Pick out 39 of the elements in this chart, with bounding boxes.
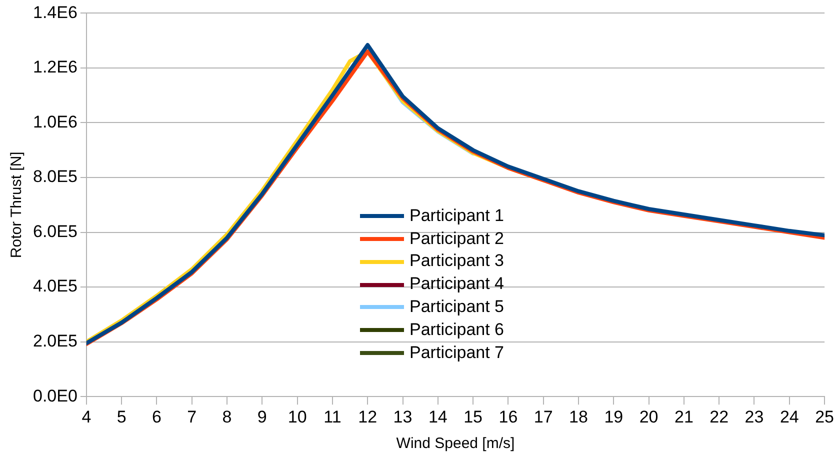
x-tick-label: 22 — [710, 407, 729, 426]
y-tick-label: 4.0E5 — [32, 276, 78, 296]
x-tick-label: 8 — [222, 407, 232, 426]
x-tick-label: 9 — [257, 407, 267, 426]
y-tick-label: 1.0E6 — [32, 112, 78, 132]
y-axis-title: Rotor Thrust [N] — [8, 152, 26, 258]
y-tick-label: 1.2E6 — [32, 58, 78, 77]
y-tick-label: 6.0E5 — [32, 222, 78, 241]
x-tick-label: 7 — [187, 407, 197, 426]
legend-label: Participant 6 — [410, 318, 504, 341]
x-tick-label: 19 — [604, 407, 624, 426]
legend-label: Participant 5 — [410, 296, 504, 318]
x-tick-label: 10 — [288, 407, 307, 426]
legend-label: Participant 4 — [410, 273, 504, 296]
x-tick-label: 4 — [82, 407, 92, 426]
x-tick-label: 23 — [744, 407, 764, 426]
x-tick-label: 18 — [569, 407, 588, 426]
y-tick-label: 0.0E0 — [32, 386, 78, 406]
y-tick-label: 1.4E6 — [32, 2, 78, 22]
x-tick-label: 20 — [639, 407, 658, 426]
x-axis-title: Wind Speed [m/s] — [396, 435, 515, 452]
x-tick-label: 13 — [393, 407, 412, 426]
x-tick-label: 25 — [815, 407, 834, 426]
legend-label: Participant 7 — [410, 342, 504, 364]
x-tick-label: 6 — [152, 407, 162, 426]
x-tick-label: 16 — [498, 407, 518, 426]
x-tick-label: 14 — [428, 407, 448, 426]
x-tick-label: 21 — [674, 407, 694, 426]
x-tick-label: 12 — [358, 407, 378, 426]
x-tick-label: 15 — [464, 407, 483, 426]
x-tick-label: 11 — [324, 407, 342, 426]
x-tick-label: 17 — [534, 407, 553, 426]
x-tick-label: 24 — [780, 407, 799, 426]
legend-label: Participant 3 — [410, 250, 504, 272]
y-tick-label: 2.0E5 — [32, 332, 78, 351]
legend-label: Participant 2 — [410, 228, 504, 250]
legend-label: Participant 1 — [410, 204, 504, 227]
y-tick-label: 8.0E5 — [32, 167, 78, 186]
x-tick-label: 5 — [116, 407, 126, 426]
